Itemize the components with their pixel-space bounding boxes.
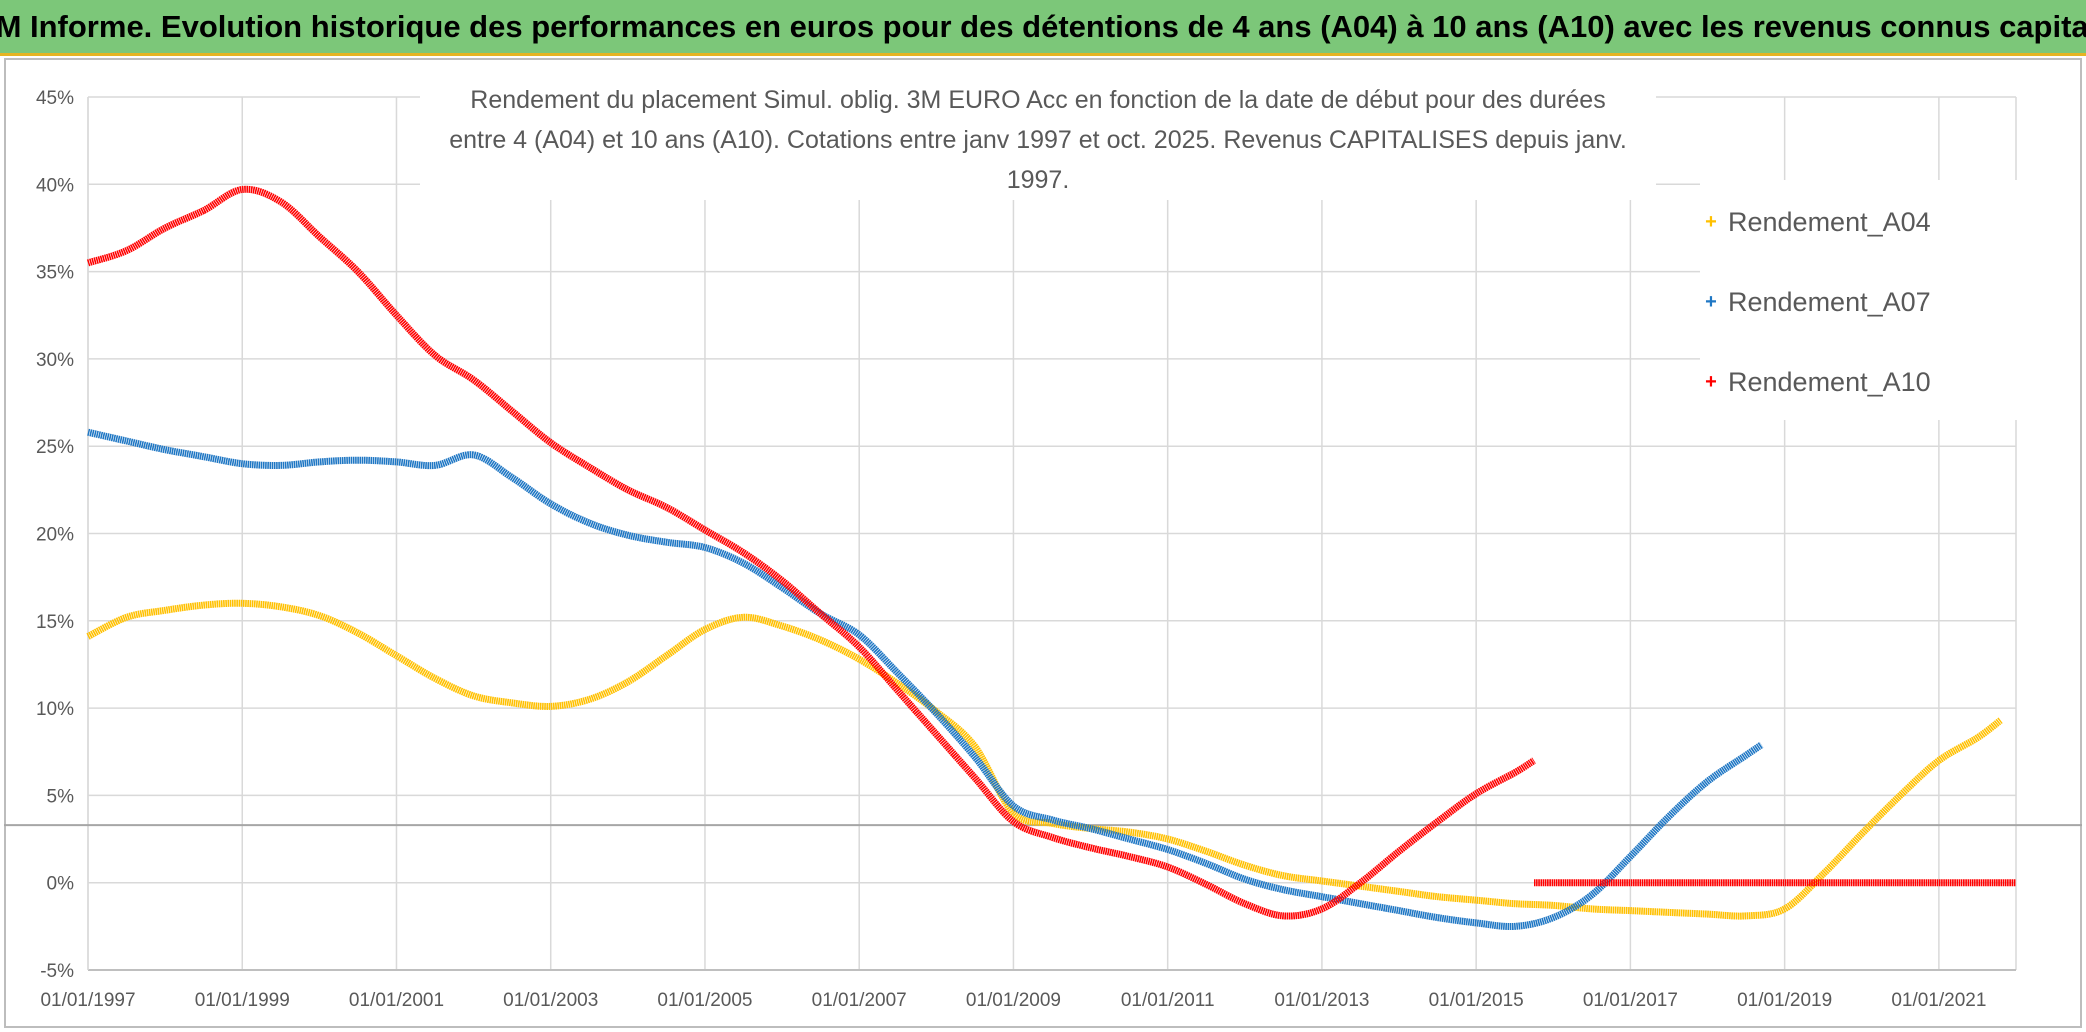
- series-lines: [86, 185, 2016, 931]
- series-line-rendement-a10: [86, 185, 1536, 920]
- x-tick-label: 01/01/2011: [1121, 990, 1215, 1011]
- x-tick-label: 01/01/2013: [1274, 990, 1369, 1011]
- x-tick-label: 01/01/1999: [195, 990, 290, 1011]
- x-tick-label: 01/01/2005: [657, 990, 752, 1011]
- chart-subtitle: Rendement du placement Simul. oblig. 3M …: [420, 80, 1656, 200]
- y-tick-label: 5%: [47, 786, 75, 807]
- y-tick-label: -5%: [40, 961, 74, 982]
- x-tick-label: 01/01/2003: [503, 990, 598, 1011]
- y-tick-label: 10%: [36, 699, 74, 720]
- x-tick-label: 01/01/2001: [349, 990, 444, 1011]
- chart-subtitle-line2: entre 4 (A04) et 10 ans (A10). Cotations…: [449, 126, 1627, 194]
- x-tick-label: 01/01/2015: [1429, 990, 1524, 1011]
- legend-label-a07: Rendement_A07: [1728, 286, 1931, 317]
- legend: + Rendement_A04 + Rendement_A07 + Rendem…: [1700, 180, 2030, 420]
- main-title: ADAM Informe. Evolution historique des p…: [0, 8, 2086, 44]
- y-tick-label: 40%: [36, 175, 74, 196]
- x-tick-label: 01/01/2019: [1737, 990, 1832, 1011]
- x-tick-label: 01/01/2021: [1891, 990, 1986, 1011]
- y-tick-label: 45%: [36, 88, 74, 109]
- axes: [4, 97, 2082, 971]
- legend-marker-a07: +: [1705, 290, 1717, 313]
- chart-subtitle-line1: Rendement du placement Simul. oblig. 3M …: [470, 86, 1606, 114]
- legend-label-a10: Rendement_A10: [1728, 366, 1931, 397]
- y-tick-label: 0%: [47, 874, 75, 895]
- x-axis-ticks: 01/01/1997 01/01/1999 01/01/2001 01/01/2003…: [40, 990, 1986, 1011]
- y-tick-label: 25%: [36, 437, 74, 458]
- x-tick-label: 01/01/1997: [40, 990, 135, 1011]
- y-axis-ticks: -5% 0% 5% 10% 15% 20% 25% 30% 35% 40% 45%: [36, 88, 74, 982]
- y-tick-label: 35%: [36, 263, 74, 284]
- y-tick-label: 30%: [36, 350, 74, 371]
- legend-item-a07: + Rendement_A07: [1700, 282, 1931, 322]
- chart-title-bar: ADAM Informe. Evolution historique des p…: [0, 0, 2086, 56]
- legend-item-a10: + Rendement_A10: [1700, 362, 1931, 402]
- series-line-rendement-a07: [87, 428, 1764, 931]
- y-tick-label: 15%: [36, 612, 74, 633]
- legend-marker-a10: +: [1705, 370, 1717, 393]
- series-line-rendement-a04: [86, 599, 2003, 920]
- legend-item-a04: + Rendement_A04: [1700, 202, 1931, 242]
- x-tick-label: 01/01/2009: [966, 990, 1061, 1011]
- legend-label-a04: Rendement_A04: [1728, 206, 1931, 237]
- legend-marker-a04: +: [1705, 210, 1717, 233]
- y-tick-label: 20%: [36, 525, 74, 546]
- x-tick-label: 01/01/2007: [812, 990, 907, 1011]
- x-tick-label: 01/01/2017: [1583, 990, 1678, 1011]
